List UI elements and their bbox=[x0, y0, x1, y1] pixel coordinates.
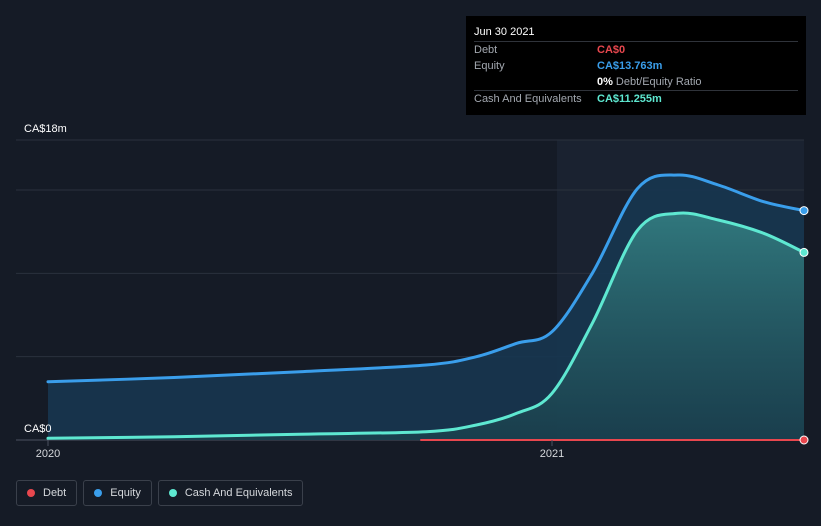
tooltip-label: Debt bbox=[474, 44, 498, 56]
legend-label: Cash And Equivalents bbox=[184, 487, 293, 499]
endpoint-equity bbox=[799, 206, 809, 216]
legend-dot-icon bbox=[168, 489, 177, 497]
endpoint-cash-and-equivalents bbox=[799, 247, 809, 257]
legend-label: Debt bbox=[43, 487, 67, 499]
tooltip-label: Equity bbox=[474, 60, 505, 72]
legend-dot-icon bbox=[94, 489, 103, 497]
tooltip-value: CA$11.255m bbox=[597, 93, 662, 105]
tooltip-date: Jun 30 2021 bbox=[474, 26, 535, 38]
tooltip-ratio-text: Debt/Equity Ratio bbox=[615, 76, 702, 88]
tooltip: Jun 30 2021 Debt CA$0 Equity CA$13.763m … bbox=[466, 16, 806, 115]
legend-item-debt[interactable]: Debt bbox=[16, 480, 78, 506]
series-areas bbox=[48, 174, 804, 440]
legend-item-cash[interactable]: Cash And Equivalents bbox=[157, 480, 304, 506]
legend: Debt Equity Cash And Equivalents bbox=[16, 480, 304, 506]
y-axis-bottom-label: CA$0 bbox=[24, 423, 52, 435]
tooltip-row-ratio: 0% Debt/Equity Ratio bbox=[474, 74, 798, 90]
x-axis-ticks: 2020 2021 bbox=[36, 440, 564, 460]
tooltip-value: 0% bbox=[597, 76, 613, 88]
line-equity bbox=[46, 173, 806, 384]
legend-item-equity[interactable]: Equity bbox=[83, 480, 152, 506]
x-tick-label: 2021 bbox=[540, 448, 564, 460]
x-tick-label: 2020 bbox=[36, 448, 60, 460]
legend-label: Equity bbox=[110, 487, 141, 499]
tooltip-row-equity: Equity CA$13.763m bbox=[474, 58, 798, 74]
tooltip-row-debt: Debt CA$0 bbox=[474, 41, 798, 58]
tooltip-value: CA$0 bbox=[597, 44, 626, 56]
tooltip-row-cash: Cash And Equivalents CA$11.255m bbox=[474, 90, 798, 107]
legend-dot-icon bbox=[27, 489, 35, 497]
series-lines bbox=[46, 173, 809, 445]
area-cash-and-equivalents bbox=[48, 212, 804, 440]
tooltip-label: Cash And Equivalents bbox=[474, 93, 582, 105]
y-axis-top-label: CA$18m bbox=[24, 123, 67, 135]
line-cash-and-equivalents bbox=[46, 211, 806, 440]
endpoint-debt bbox=[799, 435, 809, 445]
tooltip-value: CA$13.763m bbox=[597, 60, 663, 72]
